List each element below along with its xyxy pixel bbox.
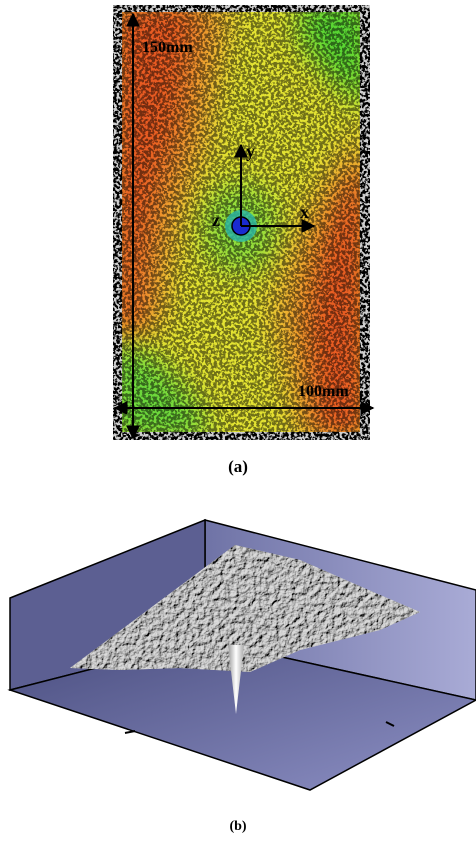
x-axis-label: x: [300, 202, 309, 222]
strain-field: [122, 12, 360, 432]
surface-texture: [70, 545, 420, 672]
tick: [124, 730, 136, 734]
panel-a: 150mm 100mm y x z (a): [113, 5, 375, 476]
width-label: 100mm: [298, 383, 349, 400]
caption-b: (b): [229, 819, 246, 834]
panel-b: (b): [7, 518, 476, 834]
height-label: 150mm: [142, 39, 193, 56]
z-axis-label: z: [212, 210, 220, 230]
y-axis-label: y: [246, 141, 255, 161]
tick: [385, 721, 395, 727]
spike: [228, 645, 244, 714]
caption-a: (a): [228, 457, 248, 476]
